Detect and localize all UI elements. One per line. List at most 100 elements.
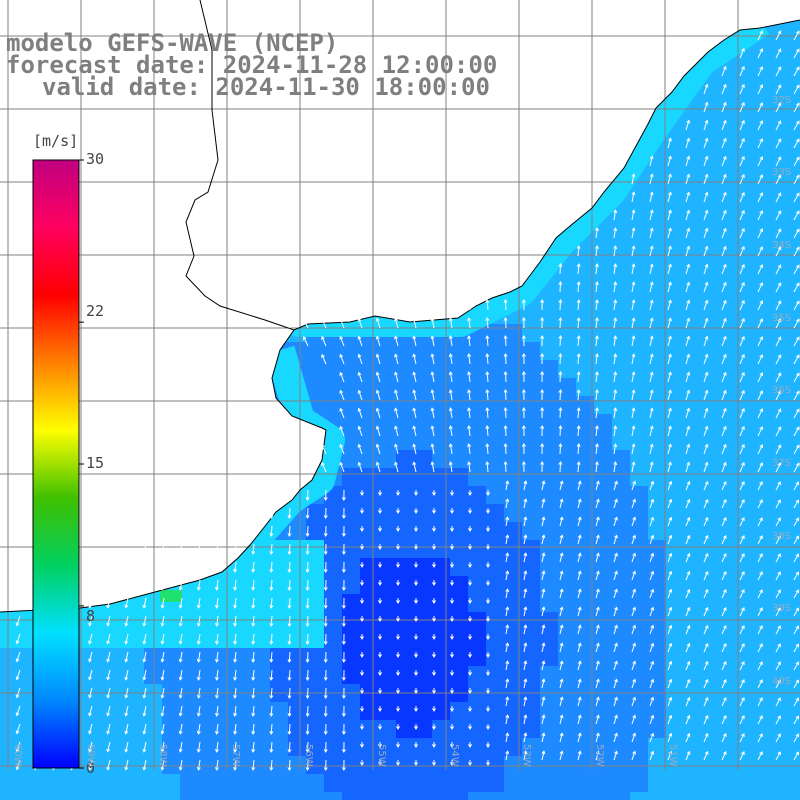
speed-cell [18, 630, 36, 648]
speed-cell [522, 324, 540, 342]
speed-cell [666, 702, 684, 720]
speed-cell [306, 594, 324, 612]
wind-arrow [613, 462, 617, 473]
wind-arrow-head [287, 569, 292, 573]
speed-cell [360, 360, 378, 378]
wind-arrow-head [486, 726, 490, 730]
wind-arrow [685, 336, 690, 347]
speed-cell [378, 720, 396, 738]
speed-cell [720, 468, 738, 486]
speed-cell [738, 576, 756, 594]
speed-cell [180, 702, 198, 720]
wind-arrow-head [341, 659, 346, 663]
wind-arrow [775, 697, 781, 707]
wind-arrow [739, 192, 745, 203]
wind-arrow-head [741, 697, 745, 701]
wind-arrow-head [559, 480, 564, 485]
coastline [0, 0, 800, 613]
wind-arrow-head [503, 425, 508, 429]
wind-arrow-head [378, 582, 382, 586]
wind-arrow [288, 561, 291, 573]
wind-arrow-head [686, 516, 691, 521]
wind-arrow-head [649, 209, 654, 214]
wind-arrow-head [686, 696, 691, 701]
wind-arrow [321, 462, 327, 473]
wind-arrow [685, 733, 690, 743]
wind-arrow-head [287, 659, 292, 663]
wind-arrow-head [723, 714, 727, 719]
wind-arrow-head [668, 191, 672, 196]
wind-arrow [288, 507, 291, 519]
wind-arrow-head [378, 708, 382, 712]
wind-arrow-head [613, 281, 618, 286]
wind-arrow-head [577, 588, 582, 593]
wind-arrow [649, 354, 653, 365]
wind-arrow [125, 561, 129, 572]
wind-arrow [523, 679, 527, 689]
wind-arrow-head [649, 263, 654, 268]
wind-arrow-head [595, 570, 600, 575]
wind-arrow-head [142, 658, 147, 663]
wind-arrow-head [521, 461, 526, 465]
wind-arrow [16, 669, 21, 680]
speed-cell [162, 630, 180, 648]
speed-cell [342, 792, 360, 800]
speed-cell [432, 360, 450, 378]
speed-cell [576, 252, 594, 270]
wind-arrow-head [523, 660, 528, 665]
wind-arrow [667, 192, 672, 203]
wind-arrow [775, 679, 781, 689]
wind-arrow [685, 444, 690, 455]
speed-cell [234, 648, 252, 666]
wind-arrow [143, 705, 147, 716]
wind-arrow [541, 715, 545, 725]
speed-cell [792, 36, 800, 54]
wind-arrow [721, 625, 727, 635]
wind-arrow-head [631, 317, 636, 322]
speed-cell [468, 360, 486, 378]
wind-arrow [721, 679, 727, 689]
wind-arrow [541, 589, 545, 599]
wind-arrow [161, 633, 165, 644]
wind-arrow [559, 751, 563, 761]
wind-arrow [757, 300, 763, 311]
wind-arrow-head [795, 553, 800, 558]
wind-arrow-head [686, 425, 691, 430]
wind-arrow [541, 535, 545, 545]
speed-cell [756, 234, 774, 252]
wind-arrow [703, 192, 708, 203]
speed-cell [180, 792, 198, 800]
wind-arrow-head [178, 748, 183, 753]
wind-arrow-head [269, 533, 274, 537]
speed-cell [522, 504, 540, 522]
speed-cell [522, 414, 540, 432]
wind-arrow [703, 390, 708, 401]
wind-arrow [431, 426, 435, 437]
wind-arrow [541, 661, 545, 671]
wind-arrow [559, 607, 563, 617]
wind-arrow-head [196, 676, 201, 681]
wind-arrow-head [559, 714, 564, 719]
wind-arrow [577, 461, 580, 473]
wind-arrow [631, 517, 636, 527]
speed-cell [108, 756, 126, 774]
speed-cell [756, 630, 774, 648]
wind-arrow [321, 318, 327, 329]
wind-arrow [252, 597, 255, 608]
wind-arrow [376, 444, 381, 455]
wind-arrow-head [339, 407, 344, 412]
wind-arrow-head [412, 317, 417, 322]
wind-arrow-head [650, 660, 655, 665]
wind-arrow-head [414, 654, 418, 658]
speed-cell [594, 792, 612, 800]
wind-arrow-head [468, 708, 472, 712]
wind-arrow-head [430, 407, 435, 412]
wind-arrow-head [414, 582, 418, 586]
speed-cell [756, 774, 774, 792]
speed-cell [756, 594, 774, 612]
speed-cell [702, 504, 720, 522]
wind-arrow-head [414, 618, 418, 622]
wind-arrow-head [741, 227, 745, 232]
wind-arrow-head [432, 744, 436, 748]
